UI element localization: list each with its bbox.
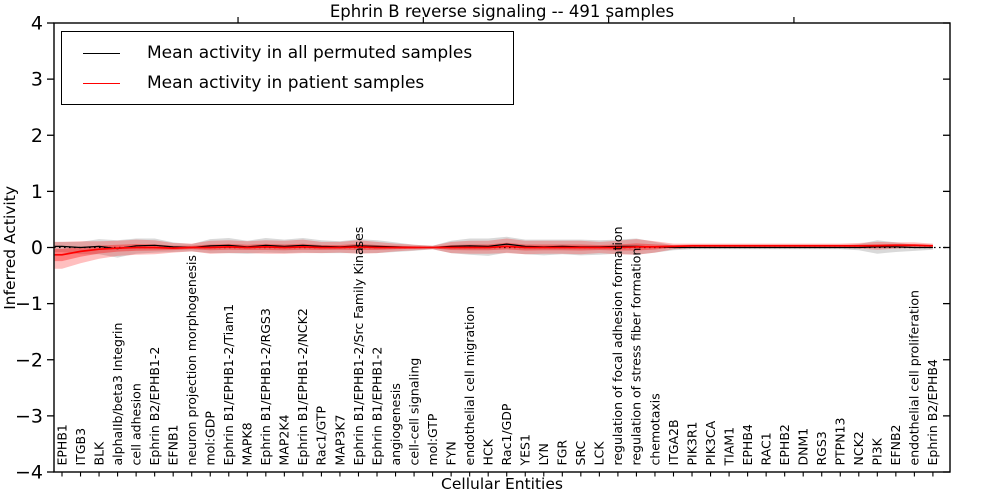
x-category-label: FGR — [555, 440, 570, 466]
x-category-label: MAP3K7 — [332, 415, 347, 466]
y-tick-label: 4 — [31, 13, 43, 35]
x-category-label: cell adhesion — [128, 383, 143, 465]
x-category-label: Ephrin B1/EPHB1-2/Src Family Kinases — [351, 227, 366, 466]
legend-label-permuted: Mean activity in all permuted samples — [147, 43, 473, 63]
x-category-label: mol:GDP — [203, 411, 218, 466]
x-category-label: Rac1/GTP — [314, 406, 329, 466]
y-tick-label: −4 — [15, 462, 43, 484]
x-category-label: RGS3 — [814, 431, 829, 465]
x-category-label: EFNB2 — [888, 425, 903, 466]
x-category-label: angiogenesis — [388, 383, 403, 465]
y-tick-label: −2 — [15, 349, 43, 371]
x-category-label: neuron projection morphogenesis — [184, 255, 199, 466]
y-axis-label: Inferred Activity — [1, 186, 19, 310]
x-category-label: Ephrin B1/EPHB1-2 — [369, 347, 384, 466]
legend-line-patient-icon — [83, 82, 120, 84]
x-category-label: EPHB1 — [54, 424, 69, 465]
y-tick-label: 1 — [31, 181, 43, 203]
y-tick-label: 0 — [31, 237, 43, 259]
x-category-label: alphaIIb/beta3 Integrin — [110, 323, 125, 466]
x-category-label: EFNB1 — [165, 425, 180, 466]
x-category-label: EPHB2 — [777, 424, 792, 465]
x-category-label: ITGA2B — [666, 419, 681, 465]
y-tick-label: 2 — [31, 125, 43, 147]
x-category-label: LCK — [592, 441, 607, 466]
chart-title: Ephrin B reverse signaling -- 491 sample… — [329, 2, 675, 21]
x-category-label: regulation of focal adhesion formation — [610, 227, 625, 466]
x-category-label: BLK — [91, 441, 106, 466]
x-category-label: RAC1 — [758, 432, 773, 465]
x-category-label: endothelial cell proliferation — [907, 290, 922, 465]
x-category-label: regulation of stress fiber formation — [629, 248, 644, 466]
x-category-label: FYN — [443, 441, 458, 465]
legend: Mean activity in all permuted samples Me… — [61, 31, 514, 105]
x-category-label: HCK — [480, 438, 495, 465]
x-category-label: PIK3CA — [703, 420, 718, 465]
x-category-label: PTPN13 — [833, 418, 848, 466]
x-category-label: EPHB4 — [740, 424, 755, 465]
x-category-label: PI3K — [870, 437, 885, 465]
y-axis-label-wrap: Inferred Activity — [1, 0, 19, 496]
x-category-label: Ephrin B2/EPHB1-2 — [147, 347, 162, 466]
x-category-label: TIAM1 — [721, 427, 736, 467]
legend-item-permuted: Mean activity in all permuted samples — [70, 38, 505, 68]
x-category-label: ITGB3 — [73, 428, 88, 466]
x-category-label: LYN — [536, 443, 551, 465]
patient-mean-line — [54, 244, 933, 256]
x-category-label: Ephrin B1/EPHB1-2/NCK2 — [295, 308, 310, 465]
x-category-label: YES1 — [518, 434, 533, 466]
x-category-label: SRC — [573, 441, 588, 466]
y-tick-label: 3 — [31, 69, 43, 91]
x-category-label: endothelial cell migration — [462, 306, 477, 466]
y-tick-label: −1 — [15, 293, 43, 315]
legend-line-permuted-icon — [83, 52, 120, 54]
x-category-label: NCK2 — [851, 431, 866, 465]
x-axis-label: Cellular Entities — [441, 475, 563, 493]
x-category-label: Ephrin B1/EPHB1-2/RGS3 — [258, 308, 273, 465]
x-category-label: chemotaxis — [647, 393, 662, 465]
x-category-label: mol:GTP — [425, 413, 440, 465]
x-category-label: cell-cell signaling — [406, 358, 421, 466]
x-category-label: Ephrin B1/EPHB1-2/Tiam1 — [221, 304, 236, 466]
legend-label-patient: Mean activity in patient samples — [147, 73, 425, 93]
x-category-label: Rac1/GDP — [499, 403, 514, 465]
x-category-label: PIK3R1 — [684, 421, 699, 465]
x-category-label: Ephrin B2/EPHB4 — [925, 359, 940, 465]
y-tick-label: −3 — [15, 405, 43, 427]
x-category-label: MAP2K4 — [277, 414, 292, 465]
x-category-label: MAPK8 — [240, 422, 255, 465]
legend-item-patient: Mean activity in patient samples — [70, 68, 505, 98]
x-category-label: DNM1 — [796, 428, 811, 466]
